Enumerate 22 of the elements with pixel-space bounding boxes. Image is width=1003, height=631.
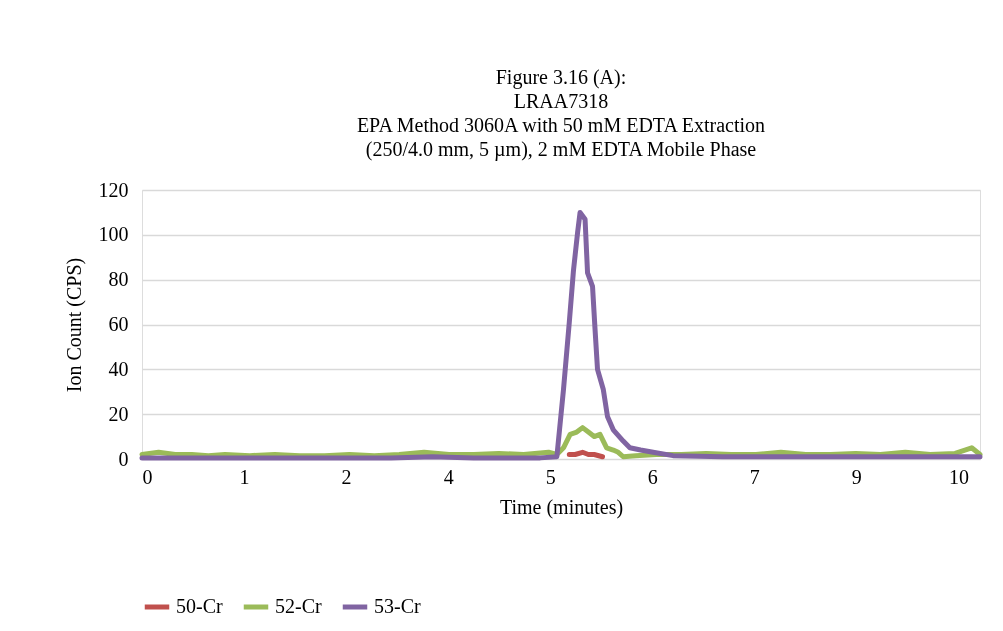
x-tick-label: 0 <box>142 465 153 488</box>
x-tick-label: 6 <box>647 465 658 488</box>
legend-label: 52-Cr <box>275 595 322 617</box>
x-axis-title: Time (minutes) <box>499 495 624 519</box>
x-tick-label: 4 <box>443 465 454 488</box>
y-tick-label: 60 <box>108 313 129 335</box>
legend-label: 50-Cr <box>176 595 223 617</box>
x-tick-label: 7 <box>749 465 760 488</box>
y-tick-label: 120 <box>98 178 129 201</box>
x-tick-label: 9 <box>851 465 862 488</box>
y-tick-label: 100 <box>98 223 129 246</box>
y-tick-label: 40 <box>108 357 129 380</box>
x-tick-label: 10 <box>948 465 969 488</box>
y-axis-title: Ion Count (CPS) <box>62 257 86 393</box>
y-tick-label: 0 <box>118 447 129 470</box>
y-tick-label: 80 <box>108 268 129 291</box>
chart-title: Figure 3.16 (A): LRAA7318 EPA Method 3060A with 50 mM EDTA Extraction (250/4.0 mm, 5 µm), 2 mM EDTA Mobile Phase <box>356 66 766 161</box>
x-tick-label: 2 <box>341 465 352 488</box>
y-tick-label: 20 <box>108 402 129 425</box>
x-tick-label: 5 <box>545 465 556 488</box>
legend-label: 53-Cr <box>374 595 421 617</box>
x-tick-label: 1 <box>239 465 250 488</box>
